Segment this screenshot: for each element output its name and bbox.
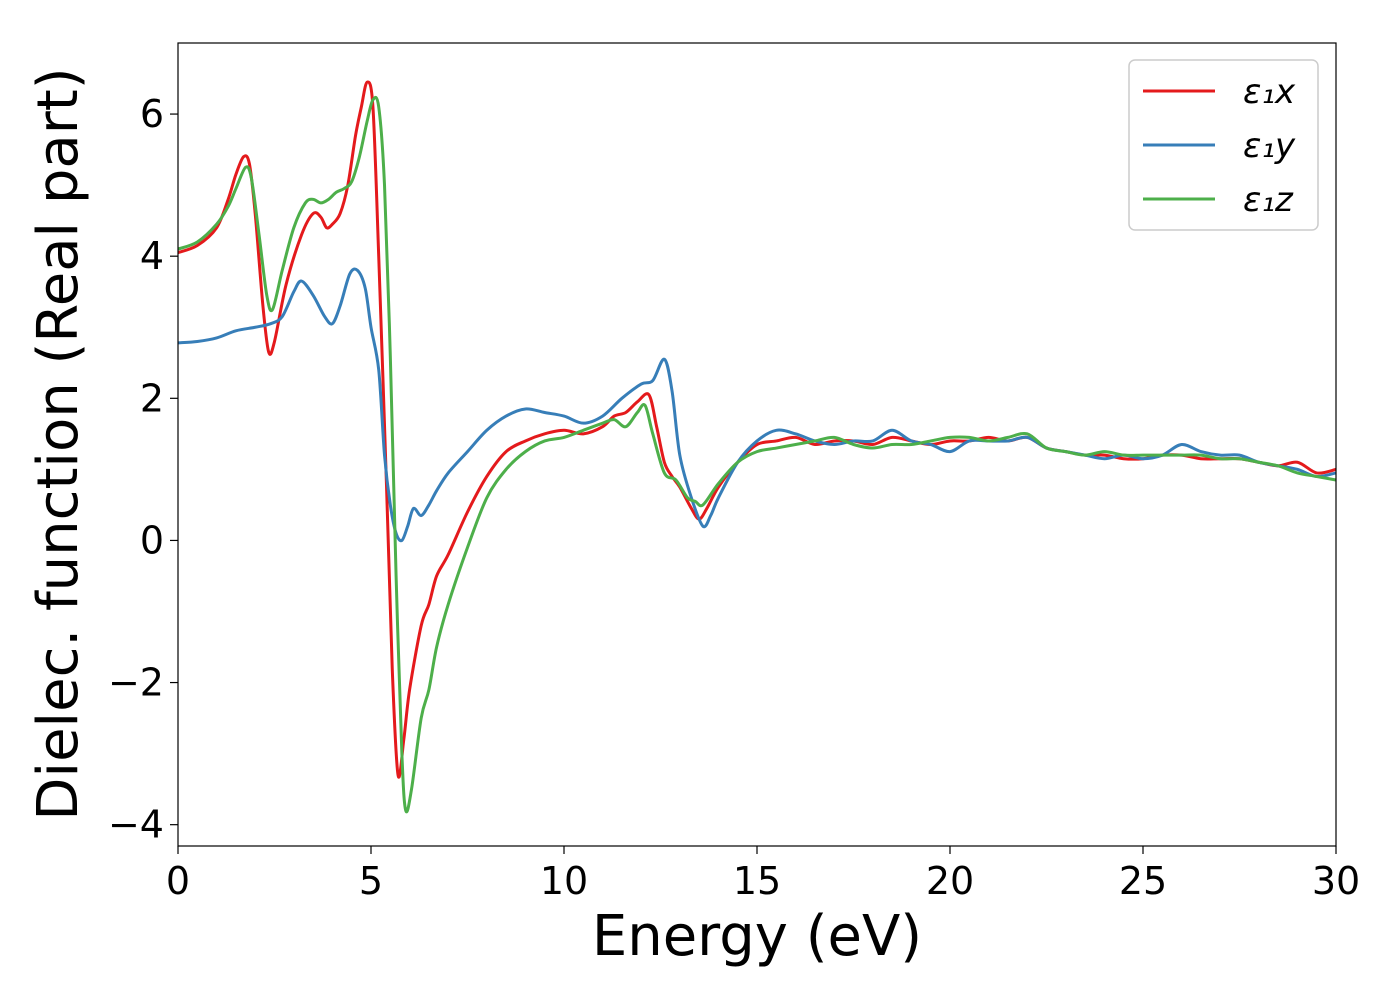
- x-axis-label: Energy (eV): [592, 904, 922, 969]
- y-tick-label: −2: [108, 661, 164, 705]
- y-tick-label: 6: [140, 92, 164, 136]
- x-tick-label: 10: [540, 859, 588, 903]
- legend-label-1: ε₁x: [1243, 72, 1296, 112]
- y-tick-label: 2: [140, 376, 164, 420]
- x-tick-label: 0: [166, 859, 190, 903]
- x-tick-label: 20: [926, 859, 974, 903]
- x-axis-ticks: 0 5 10 15 20 25 30: [166, 846, 1360, 903]
- x-tick-label: 25: [1119, 859, 1167, 903]
- series-line-3: [177, 95, 1337, 814]
- y-tick-label: 4: [140, 234, 164, 278]
- legend-box: [1128, 59, 1319, 231]
- series-layer: [177, 80, 1337, 814]
- legend-label-3: ε₁z: [1243, 180, 1294, 220]
- y-axis-ticks: −4 −2 0 2 4 6: [108, 92, 178, 847]
- x-tick-label: 5: [359, 859, 383, 903]
- legend-label-2: ε₁y: [1243, 126, 1296, 166]
- x-tick-label: 15: [733, 859, 781, 903]
- y-tick-label: 0: [140, 518, 164, 562]
- y-axis-label: Dielec. function (Real part): [26, 67, 91, 820]
- y-tick-label: −4: [108, 803, 164, 847]
- legend: ε₁x ε₁y ε₁z: [1128, 59, 1319, 231]
- x-tick-label: 30: [1312, 859, 1360, 903]
